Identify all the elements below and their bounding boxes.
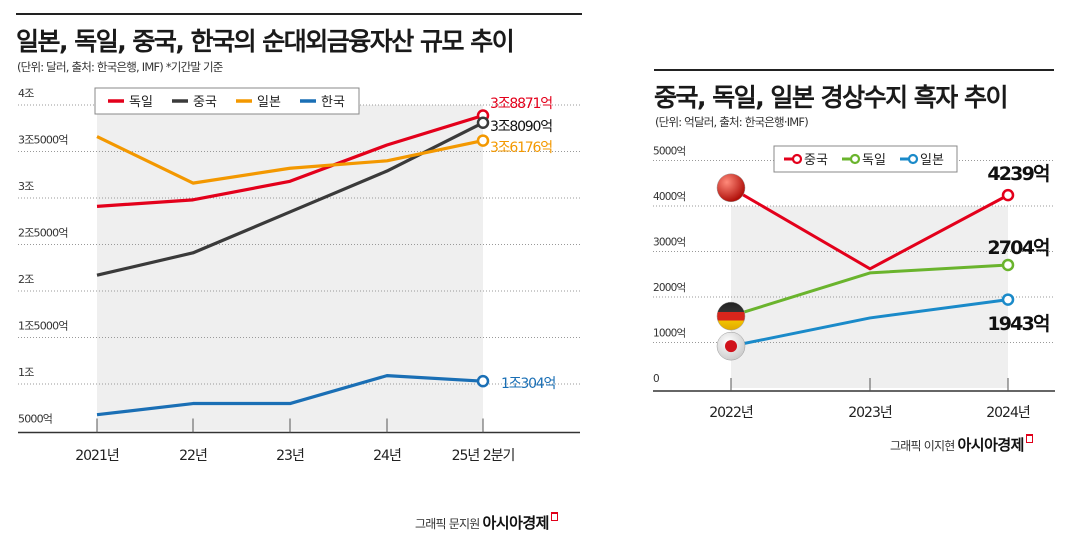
left-top-rule <box>16 13 582 15</box>
right-top-rule <box>654 69 1054 71</box>
series-line-일본 <box>730 298 1009 348</box>
left-chart-title: 일본, 독일, 중국, 한국의 순대외금융자산 규모 추이 <box>16 27 515 56</box>
y-tick-label: 4000억 <box>653 191 686 203</box>
end-point-marker <box>1001 188 1015 202</box>
legend-label: 일본 <box>920 153 944 168</box>
x-tick-label: 2022년 <box>709 405 753 421</box>
y-tick-label: 4조 <box>18 87 34 100</box>
end-point-marker <box>1001 258 1015 272</box>
right-brand-logo: 아시아경제 <box>957 436 1024 454</box>
x-tick-label: 24년 <box>373 448 401 464</box>
end-value-label: 1조304억 <box>501 376 556 392</box>
x-tick-label: 2021년 <box>75 448 119 464</box>
right-chart-title: 중국, 독일, 일본 경상수지 흑자 추이 <box>654 83 1009 112</box>
series-line-한국 <box>96 374 484 417</box>
left-credit-author: 그래픽 문지원 <box>415 517 480 531</box>
right-credit: 그래픽 이지현 아시아경제 <box>890 434 1033 455</box>
y-tick-label: 3조5000억 <box>18 134 68 147</box>
y-tick-label: 5000억 <box>18 413 52 426</box>
end-value-label: 2704억 <box>987 237 1049 259</box>
end-point-marker <box>476 134 490 147</box>
legend-box <box>773 145 958 173</box>
right-line-chart: 5000억 4000억 3000억 2000억 1000억 0 2022년 2023년 2024… <box>653 145 1055 421</box>
left-chart-subtitle: (단위: 달러, 출처: 한국은행, IMF) *기간말 기준 <box>17 60 223 74</box>
x-tick-label: 2024년 <box>986 405 1030 421</box>
series-line-중국 <box>730 186 1009 271</box>
right-chart-subtitle: (단위: 억달러, 출처: 한국은행·IMF) <box>655 115 809 129</box>
end-point-marker <box>476 374 490 388</box>
y-tick-label: 2000억 <box>653 282 686 294</box>
china-flag <box>716 173 746 203</box>
x-tick-label: 2023년 <box>848 405 892 421</box>
y-tick-label: 0 <box>653 373 659 385</box>
y-tick-label: 2조5000억 <box>18 227 68 240</box>
japan-flag-sun <box>725 340 737 353</box>
legend-label: 독일 <box>129 95 153 110</box>
legend-label: 중국 <box>804 153 828 168</box>
end-value-label: 3조8090억 <box>490 119 552 135</box>
legend-marker <box>907 153 919 165</box>
x-tick-label: 22년 <box>179 448 207 464</box>
y-tick-label: 1000억 <box>653 328 686 340</box>
left-brand-logo: 아시아경제 <box>482 514 549 532</box>
end-value-label: 3조8871억 <box>490 96 552 112</box>
series-line-독일 <box>730 263 1009 318</box>
y-tick-label: 3조 <box>18 180 34 193</box>
x-tick-label: 25년 2분기 <box>452 448 515 464</box>
brand-mark-icon <box>1026 434 1033 443</box>
series-line-독일 <box>96 113 484 208</box>
y-tick-label: 5000억 <box>653 146 686 158</box>
legend-marker <box>849 153 861 165</box>
end-value-label: 1943억 <box>987 313 1049 335</box>
series-line-일본 <box>96 135 484 185</box>
left-credit: 그래픽 문지원 아시아경제 <box>415 512 558 533</box>
legend-label: 중국 <box>193 95 217 110</box>
legend-label: 일본 <box>257 95 281 110</box>
germany-flag <box>716 301 746 331</box>
y-tick-label: 1조5000억 <box>18 320 68 333</box>
end-point-marker <box>1001 293 1015 306</box>
legend-label: 한국 <box>321 95 345 110</box>
y-tick-label: 3000억 <box>653 237 686 249</box>
legend-marker <box>791 153 803 165</box>
end-point-marker <box>476 116 490 130</box>
x-tick-label: 23년 <box>276 448 304 464</box>
end-value-label: 4239억 <box>987 163 1049 185</box>
y-tick-label: 2조 <box>18 273 34 286</box>
legend-label: 독일 <box>862 153 886 168</box>
brand-mark-icon <box>551 512 558 521</box>
right-credit-author: 그래픽 이지현 <box>890 439 955 453</box>
end-value-label: 3조6176억 <box>490 140 552 156</box>
y-tick-label: 1조 <box>18 366 34 379</box>
